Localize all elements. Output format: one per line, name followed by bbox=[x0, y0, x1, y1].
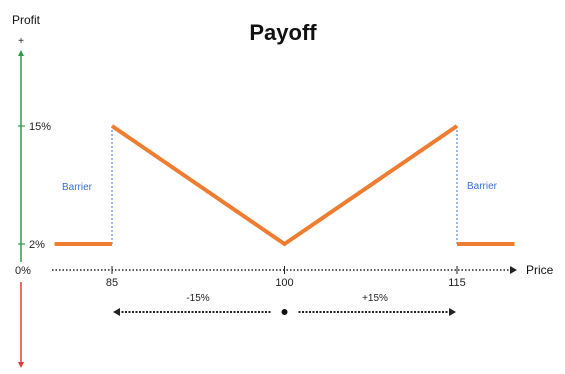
range-center-dot bbox=[281, 309, 288, 315]
x-axis-label: Price bbox=[526, 263, 554, 277]
y-tick-label-0: 0% bbox=[15, 265, 31, 277]
range-arrowhead-right bbox=[449, 308, 456, 316]
y-tick-label-2: 2% bbox=[29, 239, 45, 251]
chart-title: Payoff bbox=[249, 20, 317, 45]
y-axis-up-arrow bbox=[18, 50, 24, 56]
range-arrowhead-left bbox=[113, 308, 120, 316]
range-label-plus-15: +15% bbox=[362, 293, 388, 304]
x-tick-label-100: 100 bbox=[275, 277, 293, 289]
y-tick-label-15: 15% bbox=[29, 121, 51, 133]
x-axis-arrow bbox=[510, 266, 517, 274]
y-axis-down-arrow bbox=[18, 362, 24, 368]
x-tick-label-115: 115 bbox=[448, 277, 466, 289]
payoff-segment-v-shape bbox=[110, 124, 459, 247]
y-axis-label: Profit bbox=[12, 13, 41, 27]
x-tick-label-85: 85 bbox=[106, 277, 118, 289]
range-label-minus-15: -15% bbox=[186, 293, 209, 304]
y-axis-plus-sign: + bbox=[18, 36, 24, 47]
barrier-label-left: Barrier bbox=[62, 182, 93, 193]
barrier-label-right: Barrier bbox=[467, 181, 498, 192]
